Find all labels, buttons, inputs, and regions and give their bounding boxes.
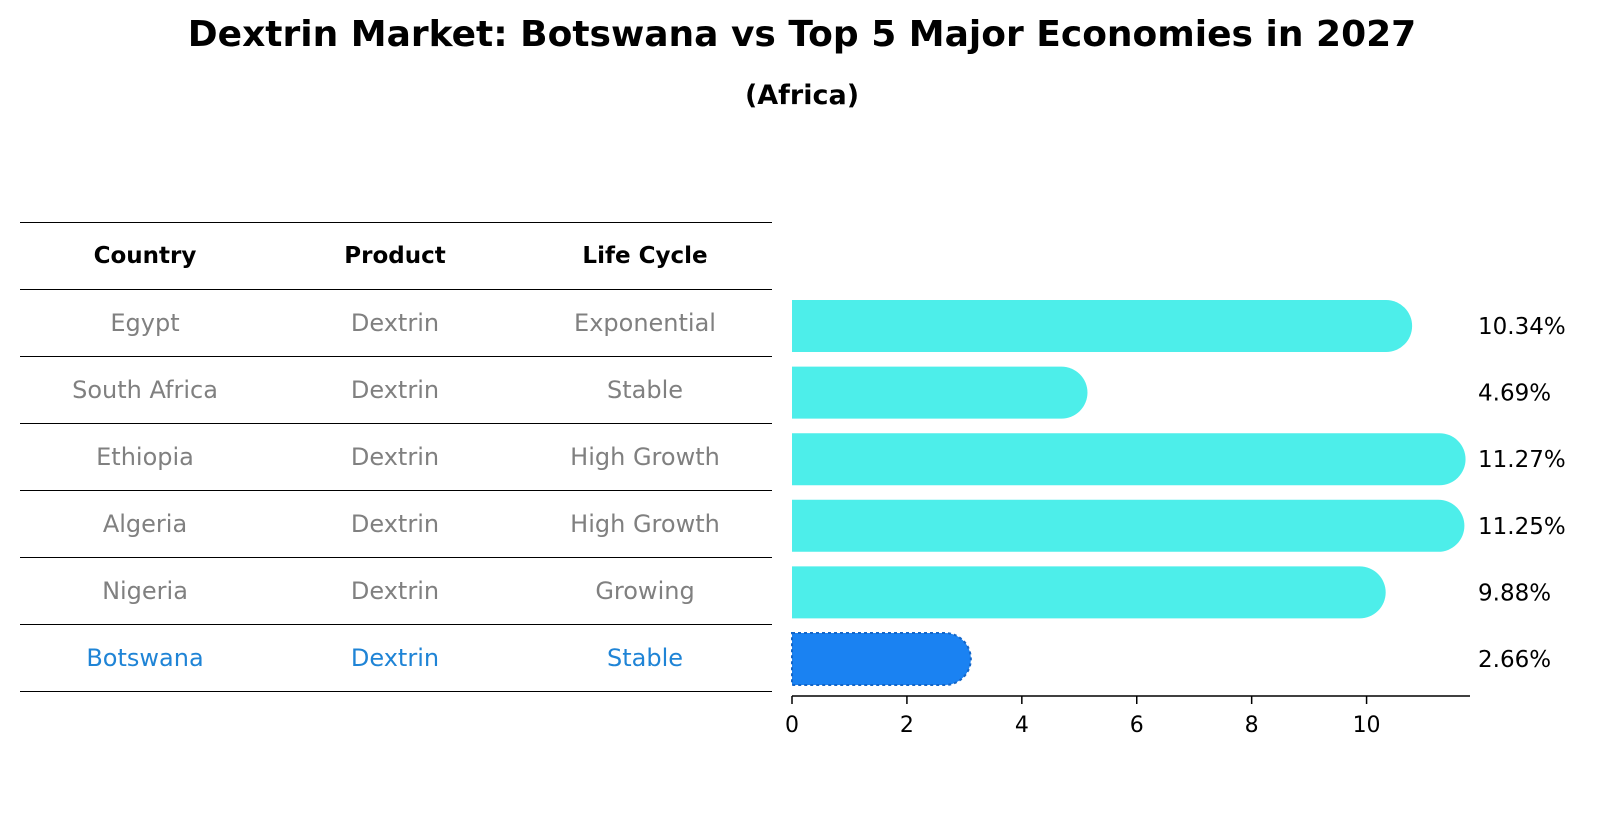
bar-nigeria: [792, 566, 1386, 619]
header-life-cycle: Life Cycle: [582, 243, 708, 269]
header-country: Country: [93, 243, 197, 269]
cell-life-cycle: Stable: [606, 376, 684, 404]
cell-life-cycle: High Growth: [570, 510, 720, 538]
bar-south-africa: [792, 366, 1088, 419]
header-product: Product: [344, 243, 446, 269]
cell-product: Dextrin: [350, 510, 440, 538]
cell-life-cycle: High Growth: [570, 443, 720, 471]
cell-product: Dextrin: [350, 644, 440, 672]
cell-country: Nigeria: [102, 577, 188, 605]
cell-country: Egypt: [110, 309, 180, 337]
bar-egypt: [792, 300, 1413, 352]
bar-botswana: [791, 632, 972, 686]
data-label: 9.88%: [1478, 580, 1551, 606]
x-tick-label: 10: [1353, 713, 1381, 738]
data-label: 11.27%: [1478, 447, 1566, 473]
x-tick-label: 6: [1130, 713, 1144, 738]
x-tick-label: 4: [1015, 713, 1029, 738]
data-table: Country Product Life Cycle Egypt Dextrin…: [20, 222, 772, 692]
cell-product: Dextrin: [350, 577, 440, 605]
bar-algeria: [792, 499, 1465, 552]
data-label: 4.69%: [1478, 381, 1551, 407]
data-label: 11.25%: [1478, 514, 1566, 540]
table-row: Egypt Dextrin Exponential: [20, 290, 772, 357]
cell-life-cycle: Growing: [595, 577, 695, 605]
cell-country: Ethiopia: [96, 443, 194, 471]
data-label: 2.66%: [1478, 647, 1551, 673]
chart-subtitle: (Africa): [744, 80, 860, 111]
cell-product: Dextrin: [350, 309, 440, 337]
cell-product: Dextrin: [350, 443, 440, 471]
data-label: 10.34%: [1478, 314, 1566, 340]
chart-title: Dextrin Market: Botswana vs Top 5 Major …: [187, 14, 1417, 55]
cell-country: Algeria: [102, 510, 188, 538]
table-row: Ethiopia Dextrin High Growth: [20, 424, 772, 491]
cell-product: Dextrin: [350, 376, 440, 404]
bar-ethiopia: [792, 433, 1466, 486]
table-row: Algeria Dextrin High Growth: [20, 491, 772, 558]
table-row-highlight: Botswana Dextrin Stable: [20, 625, 772, 692]
cell-life-cycle: Exponential: [574, 309, 716, 337]
cell-country: South Africa: [72, 376, 218, 404]
table-row: South Africa Dextrin Stable: [20, 357, 772, 424]
x-tick-label: 2: [900, 713, 914, 738]
x-tick-label: 8: [1245, 713, 1259, 738]
cell-life-cycle: Stable: [606, 644, 684, 672]
table-row: Nigeria Dextrin Growing: [20, 558, 772, 625]
cell-country: Botswana: [86, 644, 204, 672]
table-header-row: Country Product Life Cycle: [20, 222, 772, 290]
x-tick-label: 0: [785, 713, 799, 738]
